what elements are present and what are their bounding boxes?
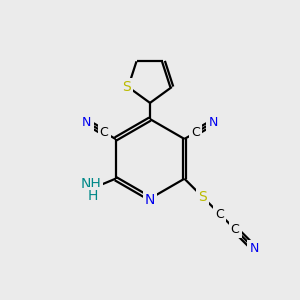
Text: N: N [250, 242, 259, 255]
Text: N: N [208, 116, 218, 129]
Text: H: H [87, 189, 98, 203]
Text: N: N [82, 116, 92, 129]
Text: N: N [145, 193, 155, 207]
Text: C: C [215, 208, 224, 220]
Text: NH: NH [80, 177, 101, 191]
Text: S: S [122, 80, 131, 94]
Text: C: C [231, 223, 239, 236]
Text: C: C [100, 126, 109, 139]
Text: S: S [198, 190, 207, 204]
Text: C: C [191, 126, 200, 139]
